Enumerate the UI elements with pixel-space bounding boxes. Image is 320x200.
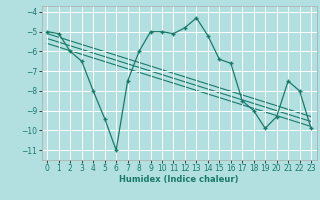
X-axis label: Humidex (Indice chaleur): Humidex (Indice chaleur) (119, 175, 239, 184)
